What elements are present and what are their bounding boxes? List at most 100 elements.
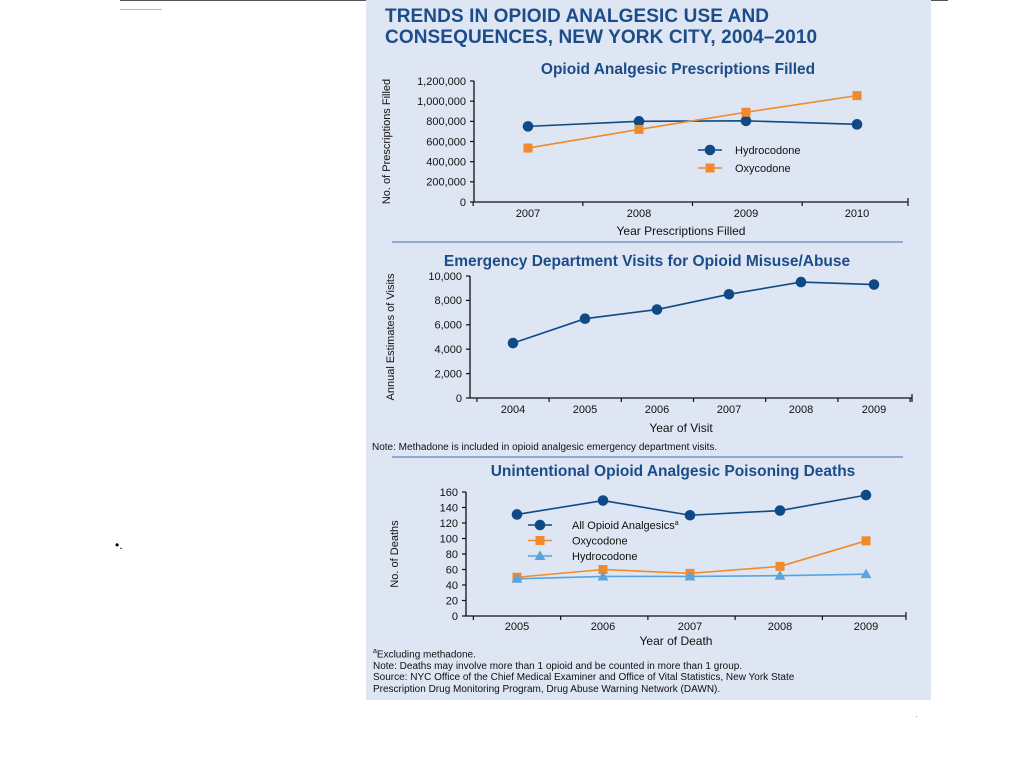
chart3-legend-label: All Opioid Analgesicsa	[572, 520, 679, 532]
chart1-x-axis-title: Year Prescriptions Filled	[617, 224, 746, 238]
chart1-legend-label: Hydrocodone	[735, 145, 800, 157]
chart1-series-1-line	[527, 120, 858, 128]
chart2-x-tick-label: 2009	[862, 404, 886, 416]
chart3-legend-sup: a	[675, 520, 679, 527]
chart3-series-2-point	[861, 536, 871, 546]
chart2-series-1-point	[507, 337, 519, 349]
chart3-series-1-point	[774, 505, 786, 516]
footnote-a-marker: a	[373, 648, 377, 655]
chart1-y-tick-label: 400,000	[426, 156, 466, 168]
chart3-y-tick-label: 160	[440, 487, 458, 499]
chart1-series-2-point	[523, 143, 533, 153]
chart2-y-tick-label: 10,000	[428, 271, 462, 283]
chart1-series-1-point	[633, 116, 645, 127]
chart3-x-tick-label: 2007	[678, 621, 702, 633]
chart1-y-tick-label: 0	[460, 197, 466, 209]
chart1-y-tick-label: 800,000	[426, 116, 466, 128]
chart3-y-tick-label: 40	[446, 580, 458, 592]
title-line-1: TRENDS IN OPIOID ANALGESIC USE AND	[385, 6, 770, 27]
chart1-legend-label: Oxycodone	[735, 163, 791, 175]
footnote-a: aExcluding methadone.	[373, 646, 928, 661]
chart3-y-tick-label: 60	[446, 564, 458, 576]
chart1-title: Opioid Analgesic Prescriptions Filled	[541, 61, 815, 78]
chart1-series-1-point	[851, 119, 863, 130]
chart3-series-3-point	[860, 568, 872, 579]
chart1-y-tick-label: 1,200,000	[417, 76, 466, 88]
source-line-2: Prescription Drug Monitoring Program, Dr…	[373, 683, 721, 695]
chart2-title: Emergency Department Visits for Opioid M…	[444, 253, 851, 270]
chart2-series-1-point	[795, 276, 807, 288]
chart3-series-2-point	[775, 561, 785, 571]
chart3-legend-label: Hydrocodone	[572, 551, 637, 563]
footnote-a-text: Excluding methadone.	[376, 649, 476, 661]
chart3-x-tick-label: 2006	[591, 621, 615, 633]
chart2-series-1-point	[579, 313, 591, 325]
chart3-series-1-point	[511, 509, 523, 520]
chart3-series-1-point	[860, 489, 872, 501]
chart3-y-tick-label: 120	[440, 518, 458, 530]
chart3-y-tick-label: 100	[440, 533, 458, 545]
chart3-series-3-point	[511, 573, 523, 583]
chart1-y-axis-title: No. of Prescriptions Filled	[381, 79, 393, 204]
bullet-text: •.	[115, 538, 123, 552]
chart2-series-1-point	[651, 304, 663, 315]
chart1-x-tick-label: 2010	[845, 208, 869, 220]
chart2-y-tick-label: 8,000	[434, 295, 462, 307]
chart1-series-1-point	[740, 115, 752, 127]
chart3-series-3-point	[684, 570, 696, 581]
chart2-y-tick-label: 0	[456, 393, 462, 405]
chart2-series-1-point	[723, 289, 735, 300]
chart1-series-2-point	[741, 107, 751, 117]
chart2-series-1-point	[868, 279, 880, 290]
chart2-x-tick-label: 2005	[573, 404, 597, 416]
chart1-series-1-point	[522, 121, 534, 132]
footer-notes: aExcluding methadone. Note: Deaths may i…	[373, 646, 928, 695]
chart1-legend-marker	[705, 163, 715, 173]
chart3-legend-marker	[534, 519, 546, 531]
chart3-legend-marker	[535, 536, 545, 545]
chart3-legend-marker	[534, 550, 546, 560]
chart3-series-1-point	[597, 495, 609, 506]
chart1-series-2-point	[852, 91, 862, 101]
chart3-y-tick-label: 140	[440, 502, 458, 514]
chart2-x-tick-label: 2004	[501, 404, 525, 416]
slide-mark	[120, 9, 162, 10]
chart3-series-1-point	[684, 509, 696, 521]
chart3-series-3-point	[774, 570, 786, 580]
chart2-series-1-line	[512, 281, 875, 344]
chart1-x-tick-label: 2008	[627, 208, 651, 220]
chart1-x-tick-label: 2007	[516, 208, 540, 220]
chart3-series-2-point	[598, 565, 608, 574]
chart3-y-tick-label: 80	[446, 549, 458, 561]
infographic-title: TRENDS IN OPIOID ANALGESIC USE AND CONSE…	[385, 6, 930, 48]
chart3-y-axis-title: No. of Deaths	[389, 520, 401, 588]
chart2-y-tick-label: 4,000	[434, 344, 462, 356]
chart1-y-tick-label: 200,000	[426, 177, 466, 189]
chart2-note: Note: Methadone is included in opioid an…	[372, 442, 717, 453]
chart2-y-tick-label: 6,000	[434, 320, 462, 332]
chart3-y-tick-label: 0	[452, 611, 458, 623]
chart3-series-3-point	[597, 570, 609, 581]
chart2-x-tick-label: 2008	[789, 404, 813, 416]
chart3-x-tick-label: 2009	[854, 621, 878, 633]
chart3-x-tick-label: 2005	[505, 621, 529, 633]
chart1-series-2-line	[527, 94, 858, 149]
chart1-y-tick-label: 600,000	[426, 136, 466, 148]
chart1-x-tick-label: 2009	[734, 208, 758, 220]
corner-dot	[916, 716, 917, 717]
chart2-x-axis-title: Year of Visit	[649, 421, 713, 435]
chart1-y-tick-label: 1,000,000	[417, 96, 466, 108]
chart1-series-2-point	[634, 124, 644, 134]
chart3-title: Unintentional Opioid Analgesic Poisoning…	[491, 463, 856, 480]
title-line-2: CONSEQUENCES, NEW YORK CITY, 2004–2010	[385, 27, 818, 48]
source-line-1: Source: NYC Office of the Chief Medical …	[373, 672, 795, 684]
note-deaths: Note: Deaths may involve more than 1 opi…	[373, 660, 743, 672]
chart3-y-tick-label: 20	[446, 595, 458, 607]
chart2-x-tick-label: 2007	[717, 404, 741, 416]
chart2-y-tick-label: 2,000	[434, 368, 462, 380]
infographic-panel	[366, 0, 931, 700]
chart3-x-tick-label: 2008	[768, 621, 792, 633]
chart3-x-axis-title: Year of Death	[640, 634, 713, 648]
chart1-legend-marker	[704, 144, 716, 156]
